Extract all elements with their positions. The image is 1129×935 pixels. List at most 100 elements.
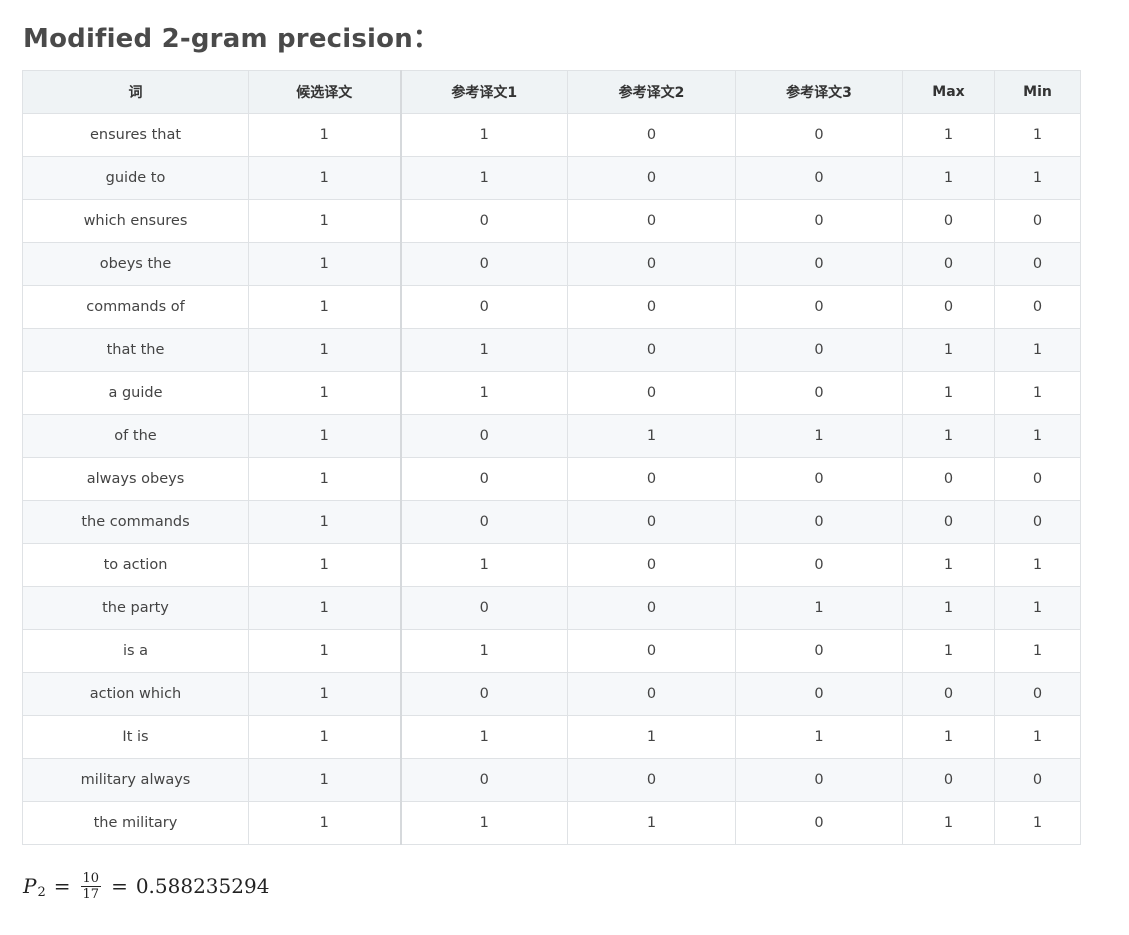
cell-reference-2: 0	[567, 199, 736, 243]
cell-reference-2: 0	[567, 758, 736, 802]
cell-reference-2: 0	[567, 156, 736, 200]
cell-word: It is	[22, 715, 249, 759]
cell-max: 1	[902, 156, 995, 200]
table-row: action which 1 0 0 0 0 0	[22, 672, 1081, 716]
cell-min: 1	[994, 586, 1081, 630]
ngram-table: 词候选译文 参考译文1 参考译文2 参考译文3 Max Min ensures that 1…	[22, 70, 1081, 845]
cell-word: which ensures	[22, 199, 249, 243]
cell-reference-3: 1	[735, 715, 903, 759]
cell-reference-1: 1	[400, 371, 568, 415]
cell-reference-1: 0	[400, 414, 568, 458]
cell-candidate: 1	[248, 156, 402, 200]
cell-reference-3: 0	[735, 500, 903, 544]
cell-max: 0	[902, 457, 995, 501]
cell-min: 1	[994, 801, 1081, 845]
cell-reference-2: 1	[567, 414, 736, 458]
cell-candidate: 1	[248, 543, 402, 587]
cell-reference-2: 0	[567, 543, 736, 587]
table-row: guide to 1 1 0 0 1 1	[22, 156, 1081, 200]
cell-word: the party	[22, 586, 249, 630]
formula-variable: P	[23, 874, 37, 898]
cell-max: 1	[902, 586, 995, 630]
cell-min: 0	[994, 242, 1081, 286]
cell-word: always obeys	[22, 457, 249, 501]
table-row: the commands 1 0 0 0 0 0	[22, 500, 1081, 544]
cell-candidate: 1	[248, 801, 402, 845]
cell-reference-2: 1	[567, 801, 736, 845]
cell-reference-3: 0	[735, 371, 903, 415]
table-row: military always 1 0 0 0 0 0	[22, 758, 1081, 802]
cell-candidate: 1	[248, 414, 402, 458]
cell-reference-1: 0	[400, 758, 568, 802]
cell-word: that the	[22, 328, 249, 372]
formula-numerator: 10	[80, 870, 102, 887]
table-row: the party 1 0 0 1 1 1	[22, 586, 1081, 630]
cell-candidate: 1	[248, 715, 402, 759]
table-row: that the 1 1 0 0 1 1	[22, 328, 1081, 372]
cell-min: 0	[994, 457, 1081, 501]
cell-reference-3: 0	[735, 672, 903, 716]
cell-reference-1: 0	[400, 457, 568, 501]
cell-word: commands of	[22, 285, 249, 329]
cell-max: 0	[902, 285, 995, 329]
column-header-reference-3: 参考译文3	[735, 70, 903, 114]
cell-min: 0	[994, 758, 1081, 802]
table-row: of the 1 0 1 1 1 1	[22, 414, 1081, 458]
cell-reference-3: 1	[735, 414, 903, 458]
cell-reference-3: 0	[735, 801, 903, 845]
cell-max: 1	[902, 328, 995, 372]
cell-reference-1: 0	[400, 285, 568, 329]
cell-max: 1	[902, 629, 995, 673]
cell-max: 1	[902, 715, 995, 759]
cell-reference-3: 0	[735, 629, 903, 673]
cell-reference-2: 0	[567, 371, 736, 415]
table-header-row: 词候选译文 参考译文1 参考译文2 参考译文3 Max Min	[22, 70, 1081, 114]
table-row: always obeys 1 0 0 0 0 0	[22, 457, 1081, 501]
cell-word: guide to	[22, 156, 249, 200]
cell-reference-1: 0	[400, 199, 568, 243]
cell-candidate: 1	[248, 371, 402, 415]
cell-reference-3: 0	[735, 113, 903, 157]
cell-max: 0	[902, 500, 995, 544]
formula-equals-1: =	[53, 874, 71, 898]
cell-word: action which	[22, 672, 249, 716]
cell-min: 1	[994, 113, 1081, 157]
cell-candidate: 1	[248, 500, 402, 544]
table-row: the military 1 1 1 0 1 1	[22, 801, 1081, 845]
cell-max: 1	[902, 371, 995, 415]
cell-reference-3: 0	[735, 199, 903, 243]
cell-reference-1: 1	[400, 715, 568, 759]
cell-word: a guide	[22, 371, 249, 415]
cell-candidate: 1	[248, 586, 402, 630]
cell-reference-3: 1	[735, 586, 903, 630]
cell-reference-2: 0	[567, 672, 736, 716]
cell-reference-1: 0	[400, 672, 568, 716]
cell-candidate: 1	[248, 113, 402, 157]
table-row: It is 1 1 1 1 1 1	[22, 715, 1081, 759]
column-header-max: Max	[902, 70, 995, 114]
cell-reference-2: 0	[567, 242, 736, 286]
cell-min: 1	[994, 156, 1081, 200]
cell-reference-3: 0	[735, 285, 903, 329]
cell-min: 0	[994, 285, 1081, 329]
cell-max: 1	[902, 113, 995, 157]
cell-min: 1	[994, 371, 1081, 415]
cell-word: ensures that	[22, 113, 249, 157]
cell-reference-2: 0	[567, 629, 736, 673]
cell-reference-1: 1	[400, 543, 568, 587]
cell-min: 1	[994, 629, 1081, 673]
cell-max: 0	[902, 199, 995, 243]
cell-reference-2: 0	[567, 457, 736, 501]
formula-equals-2: =	[111, 874, 128, 898]
cell-reference-3: 0	[735, 758, 903, 802]
page-title: Modified 2-gram precision：	[23, 24, 440, 54]
cell-candidate: 1	[248, 629, 402, 673]
cell-word: the military	[22, 801, 249, 845]
cell-reference-2: 0	[567, 113, 736, 157]
cell-reference-2: 0	[567, 328, 736, 372]
table-row: obeys the 1 0 0 0 0 0	[22, 242, 1081, 286]
cell-min: 1	[994, 414, 1081, 458]
cell-reference-1: 0	[400, 586, 568, 630]
